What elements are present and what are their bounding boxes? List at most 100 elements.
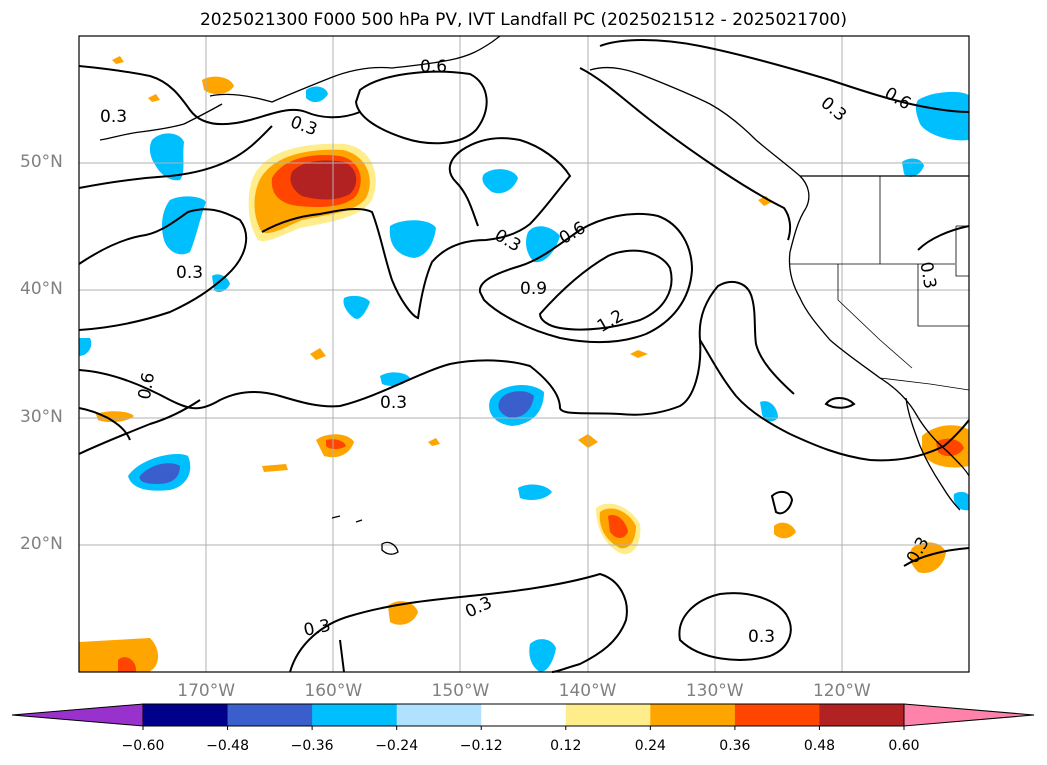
contour-blob-3 [339, 639, 345, 673]
colorbar-tick-label: −0.24 [375, 738, 419, 754]
colorbar-tick-label: 0.60 [888, 738, 920, 754]
negative-anomaly-8 [915, 91, 969, 141]
aleutians [99, 103, 223, 141]
positive-anomaly-north-pacific-darkred [290, 160, 357, 200]
colorbar-tick-label: −0.36 [290, 738, 334, 754]
negative-anomaly-1 [149, 133, 184, 181]
contour-blob-2 [770, 490, 794, 515]
contour-label: 0.6 [135, 371, 159, 401]
contour-0.9-loop [478, 213, 694, 344]
coastlines [99, 35, 970, 555]
contour-0.3-southwest [78, 399, 201, 455]
lat-tick-label: 20°N [20, 533, 63, 554]
contour-0.3-west [78, 125, 273, 189]
negative-anomaly-16 [306, 86, 328, 103]
state-border-3 [917, 264, 969, 327]
graticule [79, 36, 969, 672]
negative-anomaly-18 [953, 491, 969, 511]
positive-anomaly-m [630, 350, 648, 358]
negative-anomaly-6-core [498, 391, 534, 418]
colorbar-tick-label: 0.24 [634, 738, 666, 754]
positive-anomaly-a-red [608, 514, 628, 538]
shaded-anomalies [79, 56, 969, 672]
colorbar-tick-label: −0.60 [121, 738, 165, 754]
contour-0.6-east [599, 39, 970, 113]
lon-tick-label: 120°W [812, 681, 871, 701]
colorbar-tick-label: 0.36 [719, 738, 751, 754]
positive-anomaly-d-red [118, 657, 136, 672]
colorbar-outline [142, 703, 905, 727]
colorbar-tick-label: 0.48 [803, 738, 836, 754]
contour-0.3-coast [579, 67, 792, 241]
lon-tick-label: 150°W [431, 681, 490, 701]
contour-label: 0.3 [380, 393, 407, 413]
chart-title: 2025021300 F000 500 hPa PV, IVT Landfall… [199, 10, 847, 30]
positive-anomaly-h [202, 76, 234, 95]
colorbar-extend-high [903, 703, 1035, 727]
colorbar-segment [819, 704, 905, 726]
negative-anomaly-17 [79, 338, 92, 356]
us-west-coast [788, 207, 970, 477]
contour-0.3-bottom [289, 572, 628, 673]
negative-anomaly-11 [212, 274, 230, 292]
contour-0.3-ridge [261, 137, 572, 320]
hawaii-3 [331, 515, 341, 519]
positive-anomaly-b-red [936, 438, 964, 457]
positive-anomaly-g [96, 411, 134, 423]
colorbar-tick-label: −0.12 [459, 738, 503, 754]
lon-tick-label: 140°W [558, 681, 617, 701]
colorbar-segment [734, 704, 820, 726]
contour-0.3-se-small [903, 547, 970, 567]
lon-tick-label: 160°W [304, 681, 363, 701]
contour-label: 0.3 [176, 263, 203, 283]
positive-anomaly-q [112, 56, 124, 64]
colorbar-segment [143, 704, 229, 726]
positive-anomaly-n [758, 196, 772, 206]
positive-anomaly-f-red [326, 439, 346, 449]
negative-anomaly-4 [482, 169, 518, 194]
contour-label: 0.6 [420, 57, 447, 77]
positive-anomaly-o [428, 438, 440, 446]
colorbar-segment [396, 704, 482, 726]
colorbar-extend-low [11, 703, 144, 727]
contour-0.3-se [699, 339, 970, 462]
negative-anomaly-13 [518, 484, 552, 500]
contour-0.3-bottom-right [678, 592, 792, 661]
colorbar-tick-label: −0.48 [206, 738, 249, 754]
contour-blob-1 [824, 397, 856, 409]
map-frame [78, 35, 970, 673]
ca-nv-border [837, 264, 913, 369]
hawaii-1 [381, 541, 399, 555]
colorbar-segment [227, 704, 313, 726]
negative-anomaly-5 [526, 226, 560, 263]
negative-anomaly-14 [529, 639, 556, 672]
negative-anomaly-3 [389, 220, 436, 258]
lon-tick-label: 130°W [685, 681, 744, 701]
colorbar-segment [650, 704, 736, 726]
negative-anomaly-15 [760, 401, 778, 422]
hawaii-2 [355, 519, 363, 523]
contour-0.3-central [78, 208, 248, 331]
colorbar-segment [312, 704, 398, 726]
map-background [79, 36, 969, 672]
positive-anomaly-e [388, 601, 418, 625]
positive-anomaly-d [79, 638, 159, 672]
contour-label: 0.3 [748, 627, 775, 647]
colorbar-segment [481, 704, 567, 726]
colorbar-tick-label: 0.12 [550, 738, 582, 754]
positive-anomaly-c [910, 542, 946, 574]
contour-0.3-east-small [917, 225, 970, 251]
bc-coast [589, 66, 810, 209]
lat-tick-label: 40°N [20, 279, 63, 300]
negative-anomaly-10 [343, 295, 370, 319]
contour-0.3-south [78, 281, 795, 416]
positive-anomaly-p [148, 94, 160, 102]
contour-0.3-loop-east [354, 70, 488, 145]
alaska-coast [209, 35, 501, 103]
contour-0.6-west [78, 407, 131, 441]
contour-label: 0.9 [520, 279, 547, 299]
contour-label: 0.3 [915, 260, 939, 290]
positive-anomaly-i [774, 522, 796, 539]
lat-tick-label: 50°N [20, 152, 63, 173]
